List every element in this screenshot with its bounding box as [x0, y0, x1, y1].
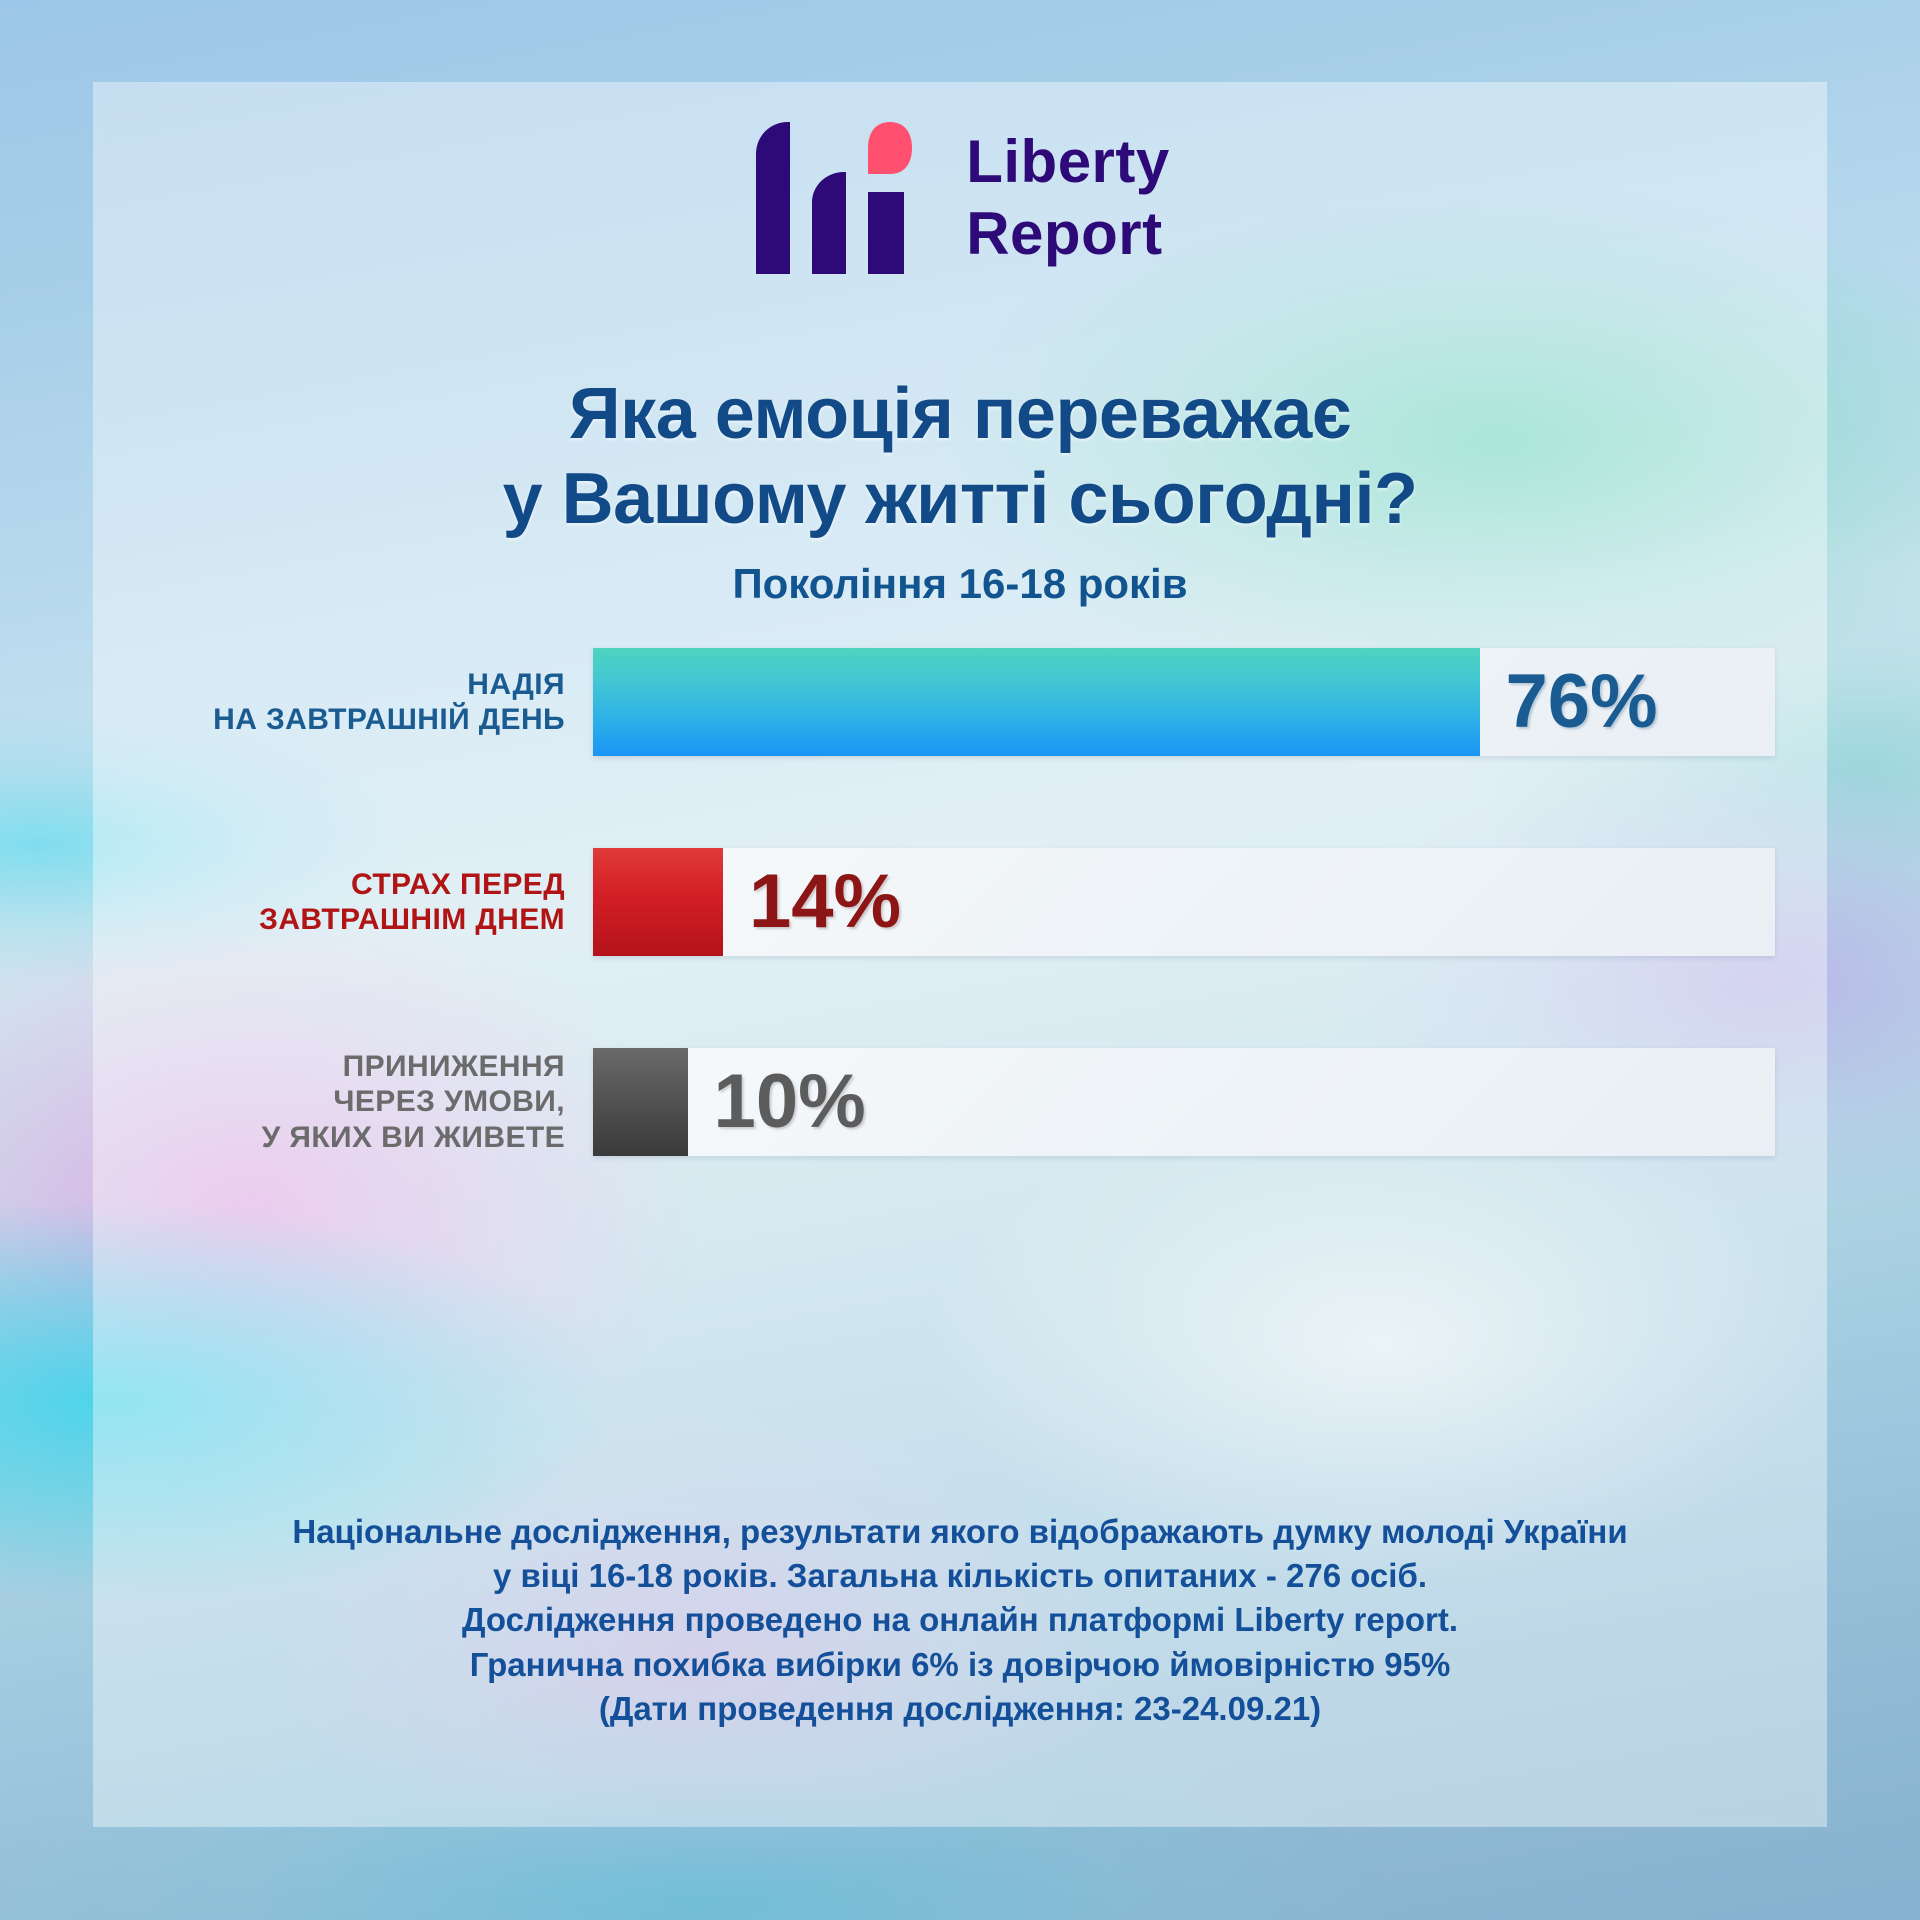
page-title: Яка емоція переважає у Вашому житті сьог…	[153, 372, 1767, 542]
bar-label-line: У ЯКИХ ВИ ЖИВЕТЕ	[261, 1120, 565, 1154]
bar-label-line: ПРИНИЖЕННЯ	[342, 1049, 565, 1083]
bar-track-fear: 14%	[593, 848, 1775, 956]
bar-fill-humiliation	[593, 1048, 688, 1156]
brand-name-line-2: Report	[966, 200, 1163, 267]
page-title-line-1: Яка емоція переважає	[568, 374, 1352, 454]
brand-wordmark: Liberty Report	[966, 132, 1170, 264]
methodology-line-2: у віці 16-18 років. Загальна кількість о…	[492, 1557, 1428, 1595]
bar-track-hope: 76%	[593, 648, 1775, 756]
bar-fill-hope	[593, 648, 1480, 756]
bar-track-humiliation: 10%	[593, 1048, 1775, 1156]
methodology-line-3: Дослідження проведено на онлайн платформ…	[461, 1601, 1459, 1639]
liberty-report-bars-logo-icon	[750, 110, 926, 286]
page-subtitle: Покоління 16-18 років	[732, 560, 1188, 607]
page-title-line-2: у Вашому житті сьогодні?	[502, 458, 1418, 539]
bar-label-line: НАДІЯ	[467, 667, 565, 701]
bar-label-line: ЧЕРЕЗ УМОВИ,	[333, 1085, 565, 1119]
bar-fill-fear	[593, 848, 724, 956]
bar-value-fear: 14%	[749, 859, 902, 944]
bar-value-humiliation: 10%	[713, 1059, 866, 1144]
bar-label-line: НА ЗАВТРАШНІЙ ДЕНЬ	[213, 703, 565, 736]
chart-row-fear: СТРАХ ПЕРЕД ЗАВТРАШНІМ ДНЕМ 14%	[93, 842, 1827, 962]
bar-label-line: СТРАХ ПЕРЕД	[351, 867, 565, 901]
bar-chart: НАДІЯ НА ЗАВТРАШНІЙ ДЕНЬ 76% СТРАХ ПЕРЕД…	[93, 642, 1827, 1162]
bar-label-humiliation: ПРИНИЖЕННЯ ЧЕРЕЗ УМОВИ, У ЯКИХ ВИ ЖИВЕТЕ	[93, 1049, 593, 1155]
chart-row-hope: НАДІЯ НА ЗАВТРАШНІЙ ДЕНЬ 76%	[93, 642, 1827, 762]
chart-row-humiliation: ПРИНИЖЕННЯ ЧЕРЕЗ УМОВИ, У ЯКИХ ВИ ЖИВЕТЕ…	[93, 1042, 1827, 1162]
bar-value-hope: 76%	[1505, 659, 1658, 744]
bar-label-fear: СТРАХ ПЕРЕД ЗАВТРАШНІМ ДНЕМ	[93, 867, 593, 938]
bar-label-hope: НАДІЯ НА ЗАВТРАШНІЙ ДЕНЬ	[93, 667, 593, 738]
brand-logo: Liberty Report	[93, 110, 1827, 286]
methodology-line-4: Гранична похибка вибірки 6% із довірчою …	[469, 1645, 1451, 1683]
methodology-line-5: (Дати проведення дослідження: 23-24.09.2…	[598, 1689, 1322, 1727]
content-card: Liberty Report Яка емоція переважає у Ва…	[93, 82, 1827, 1827]
methodology-line-1: Національне дослідження, результати яког…	[292, 1512, 1628, 1550]
methodology-note: Національне дослідження, результати яког…	[153, 1510, 1767, 1731]
brand-name-line-1: Liberty	[966, 128, 1170, 195]
bar-label-line: ЗАВТРАШНІМ ДНЕМ	[259, 903, 565, 936]
